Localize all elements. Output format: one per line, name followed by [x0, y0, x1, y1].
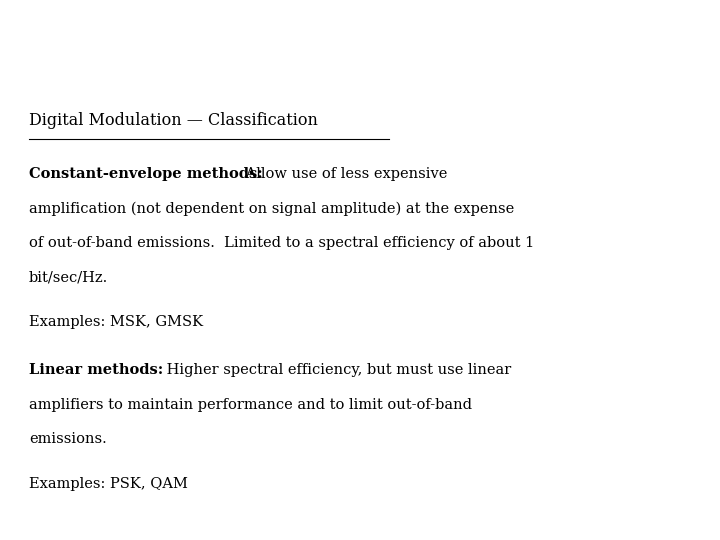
Text: amplification (not dependent on signal amplitude) at the expense: amplification (not dependent on signal a… [29, 201, 514, 216]
Text: Digital Modulation — Classification: Digital Modulation — Classification [29, 112, 318, 129]
Text: Higher spectral efficiency, but must use linear: Higher spectral efficiency, but must use… [162, 363, 511, 377]
Text: Allow use of less expensive: Allow use of less expensive [241, 167, 448, 181]
Text: bit/sec/Hz.: bit/sec/Hz. [29, 271, 108, 285]
Text: Example Modulation Schemes for Wireless: Example Modulation Schemes for Wireless [18, 17, 685, 45]
Text: Constant-envelope methods:: Constant-envelope methods: [29, 167, 263, 181]
Text: Examples: MSK, GMSK: Examples: MSK, GMSK [29, 315, 203, 329]
Text: emissions.: emissions. [29, 432, 107, 446]
Text: of out-of-band emissions.  Limited to a spectral efficiency of about 1: of out-of-band emissions. Limited to a s… [29, 236, 534, 250]
Text: Examples: PSK, QAM: Examples: PSK, QAM [29, 477, 188, 491]
Text: Linear methods:: Linear methods: [29, 363, 163, 377]
Text: amplifiers to maintain performance and to limit out-of-band: amplifiers to maintain performance and t… [29, 398, 472, 412]
